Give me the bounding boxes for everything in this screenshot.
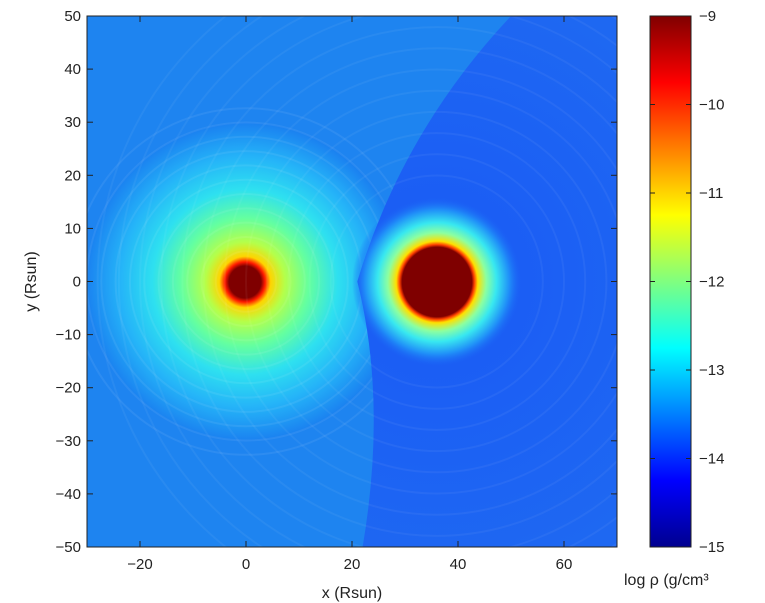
- density-contour: [214, 250, 278, 313]
- y-tick-label: 50: [64, 8, 81, 25]
- colorbar-ticks: −9 −10 −11 −12 −13 −14 −15: [650, 8, 724, 556]
- colorbar-label: log ρ (g/cm³: [624, 572, 709, 589]
- density-contour: [157, 193, 335, 370]
- colorbar-tick-label: −13: [699, 362, 724, 379]
- primary-density-contours: [87, 107, 421, 456]
- density-contour: [200, 235, 292, 328]
- density-field: [87, 16, 617, 547]
- colorbar-tick-label: −11: [699, 185, 723, 202]
- wake-contour: [181, 26, 617, 537]
- y-tick-label: −10: [56, 327, 81, 344]
- wake-contour: [329, 174, 544, 389]
- wake-contour: [223, 68, 617, 495]
- wake-contour: [96, 16, 228, 547]
- x-axis-ticks: −20 0 20 40 60: [127, 16, 572, 573]
- wake-contour: [160, 16, 617, 547]
- wake-contour: [308, 153, 565, 410]
- y-tick-label: 40: [64, 61, 81, 78]
- y-tick-label: −30: [56, 433, 81, 450]
- wake-contour: [139, 16, 617, 547]
- density-contour: [186, 221, 306, 342]
- wake-contour: [245, 89, 617, 474]
- y-axis-label: y (Rsun): [23, 251, 40, 311]
- colorbar-tick-label: −10: [699, 97, 724, 114]
- colorbar: [649, 15, 692, 548]
- x-tick-label: 0: [242, 556, 250, 573]
- primary-star-envelope: [87, 122, 405, 441]
- y-tick-label: −20: [56, 380, 81, 397]
- y-axis-ticks: 50 40 30 20 10 0 −10 −20 −30 −40 −50: [56, 8, 617, 556]
- colorbar-tick-label: −15: [699, 539, 724, 556]
- wake-contour: [202, 47, 617, 516]
- x-axis-label: x (Rsun): [322, 585, 382, 602]
- density-contour: [171, 207, 321, 356]
- x-tick-label: 60: [556, 556, 573, 573]
- y-tick-label: −50: [56, 539, 81, 556]
- wake-contour: [287, 132, 587, 431]
- secondary-star-envelope: [347, 191, 527, 372]
- wake-density-contours: [96, 16, 617, 547]
- wake-contour: [117, 16, 617, 547]
- x-tick-label: 40: [450, 556, 467, 573]
- colorbar-tick-label: −14: [699, 451, 724, 468]
- y-tick-label: 10: [64, 220, 81, 237]
- y-tick-label: −40: [56, 486, 81, 503]
- y-tick-label: 20: [64, 167, 81, 184]
- y-tick-label: 30: [64, 114, 81, 131]
- y-tick-label: 0: [73, 274, 81, 291]
- colorbar-tick-label: −9: [699, 8, 716, 25]
- x-tick-label: 20: [344, 556, 361, 573]
- wake-contour: [266, 110, 608, 453]
- colorbar-tick-label: −12: [699, 274, 724, 291]
- x-tick-label: −20: [127, 556, 152, 573]
